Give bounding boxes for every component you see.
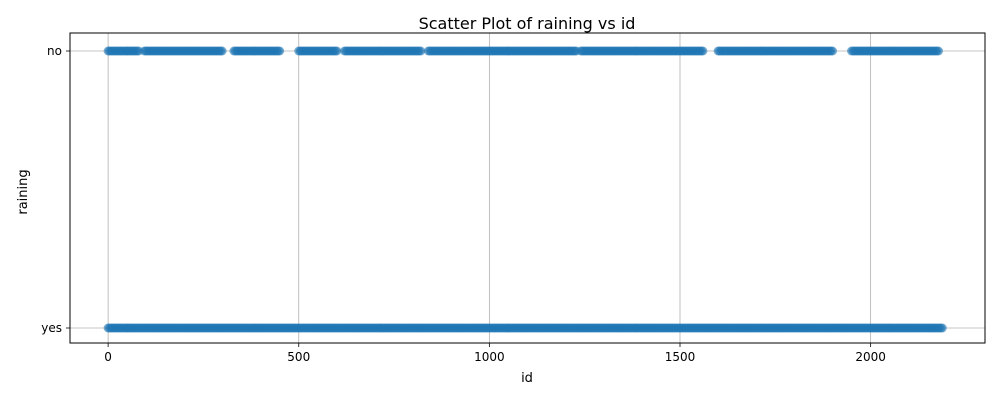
y-axis-label: raining xyxy=(16,169,31,214)
y-tick-label: yes xyxy=(41,321,62,335)
x-tick-label: 1000 xyxy=(474,350,505,364)
x-tick-label: 1500 xyxy=(665,350,696,364)
chart-title: Scatter Plot of raining vs id xyxy=(419,14,636,33)
x-tick-label: 2000 xyxy=(855,350,886,364)
data-point xyxy=(217,46,227,56)
data-points xyxy=(103,46,947,333)
data-point xyxy=(828,46,837,56)
x-tick-label: 500 xyxy=(287,350,310,364)
y-tick-label: no xyxy=(47,44,62,58)
x-axis-ticks: 0 500 1000 1500 2000 xyxy=(104,343,886,364)
data-point xyxy=(698,46,708,56)
data-point xyxy=(933,46,943,56)
x-axis-label: id xyxy=(521,371,533,386)
plot-area-frame xyxy=(69,32,986,344)
x-tick-label: 0 xyxy=(104,350,112,364)
data-point xyxy=(275,46,285,56)
data-point xyxy=(332,46,342,56)
y-axis-ticks: no yes xyxy=(41,44,70,335)
data-point xyxy=(416,46,426,56)
data-point xyxy=(937,323,947,333)
